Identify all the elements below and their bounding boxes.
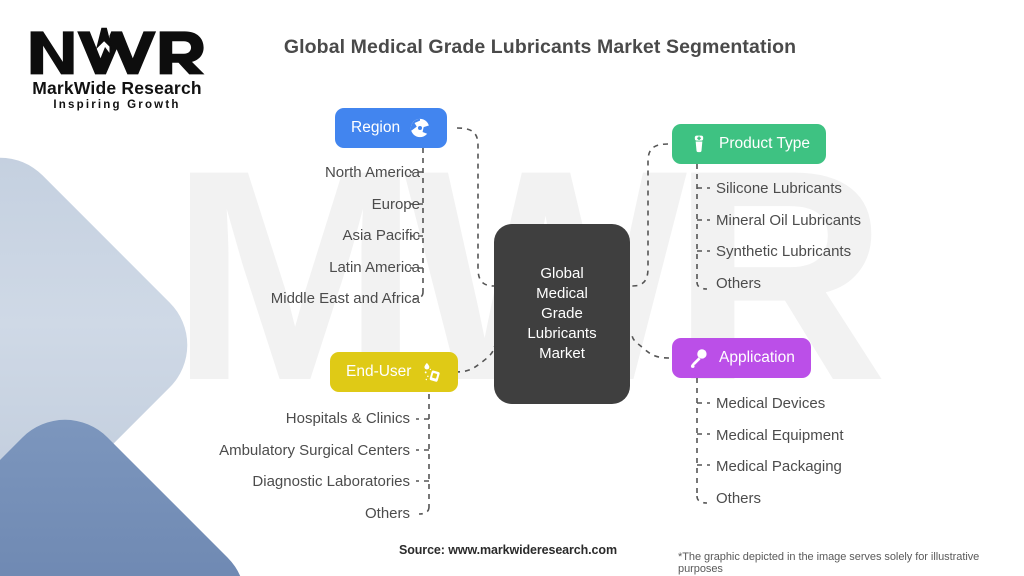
leaf-item: Medical Equipment <box>716 426 844 444</box>
branch-node-region[interactable]: Region <box>335 108 448 148</box>
disclaimer-note: *The graphic depicted in the image serve… <box>678 551 980 575</box>
dropper-pipette-icon <box>688 347 710 369</box>
leaf-item: Asia Pacific <box>342 227 420 244</box>
branch-label-region: Region <box>351 119 401 136</box>
logo-company-name: MarkWide Research <box>32 78 202 98</box>
droplet-bottle-icon <box>420 361 442 383</box>
branch-node-product-type[interactable]: Product Type <box>672 124 827 164</box>
branch-node-end-user[interactable]: End-User <box>330 352 459 392</box>
leaf-item: Diagnostic Laboratories <box>252 473 410 490</box>
leaf-item: Latin America <box>329 258 420 276</box>
center-node-global-medical-grade-lubricants-market: Global Medical Grade Lubricants Market <box>494 224 630 404</box>
ointment-tube-icon <box>688 133 710 155</box>
leaf-item: Silicone Lubricants <box>716 180 842 197</box>
leaf-item: Others <box>364 504 410 522</box>
leaf-item: Medical Devices <box>716 395 826 412</box>
page-title: Global Medical Grade Lubricants Market S… <box>283 36 797 58</box>
logo-tagline: Inspiring Growth <box>53 99 181 112</box>
branch-label-end-user: End-User <box>346 363 412 380</box>
leaf-list-product-type: Silicone Lubricants Mineral Oil Lubrican… <box>716 181 1016 307</box>
branch-label-application: Application <box>719 349 795 366</box>
brand-logo: MarkWide Research Inspiring Growth <box>22 26 212 111</box>
branch-node-application[interactable]: Application <box>672 338 811 378</box>
leaf-list-region: North America Europe Asia Pacific Latin … <box>60 165 420 323</box>
leaf-item: Medical Packaging <box>716 458 842 475</box>
globe-icon <box>409 117 431 139</box>
leaf-list-end-user: Hospitals & Clinics Ambulatory Surgical … <box>20 411 410 537</box>
leaf-item: North America <box>324 164 420 181</box>
leaf-item: Ambulatory Surgical Centers <box>219 441 410 459</box>
leaf-item: Europe <box>371 195 420 213</box>
leaf-list-application: Medical Devices Medical Equipment Medica… <box>716 396 1016 522</box>
mwr-logo-icon <box>30 27 205 75</box>
leaf-item: Others <box>716 274 762 292</box>
leaf-item: Hospitals & Clinics <box>285 410 410 427</box>
leaf-item: Middle East and Africa <box>270 290 420 307</box>
leaf-item: Mineral Oil Lubricants <box>716 211 862 229</box>
leaf-item: Synthetic Lubricants <box>716 243 852 260</box>
branch-label-product-type: Product Type <box>719 135 811 152</box>
leaf-item: Others <box>716 489 762 507</box>
source-attribution: Source: www.markwideresearch.com <box>399 543 617 557</box>
